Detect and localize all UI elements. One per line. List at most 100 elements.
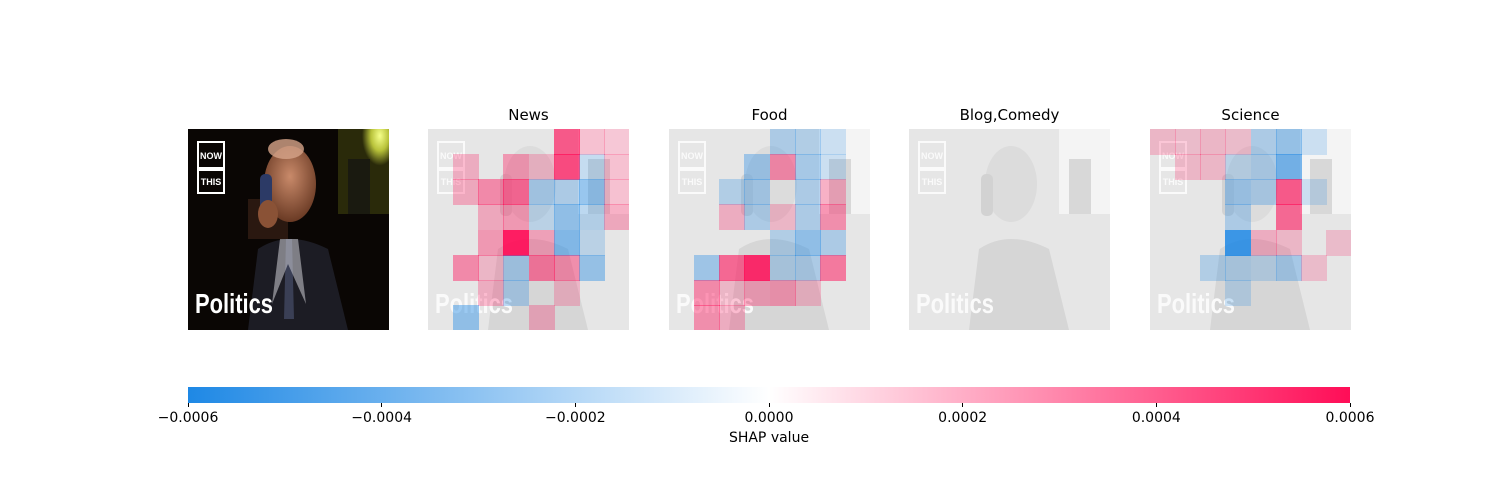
- shap-cell: [528, 154, 555, 181]
- shap-cell: [1275, 129, 1302, 155]
- shap-cell: [719, 204, 746, 231]
- shap-cell: [769, 229, 796, 256]
- colorbar-tick: [187, 403, 189, 407]
- svg-text:Politics: Politics: [435, 288, 513, 319]
- shap-cell: [769, 254, 796, 281]
- shap-cell: [1275, 229, 1302, 256]
- shap-cell: [553, 129, 580, 155]
- shap-cell: [1325, 229, 1351, 256]
- svg-text:NOW: NOW: [921, 151, 944, 161]
- shap-cell: [478, 229, 505, 256]
- shap-cell: [719, 304, 746, 330]
- shap-cell: [1300, 254, 1327, 281]
- colorbar-tick: [1155, 403, 1157, 407]
- shap-cell: [694, 279, 721, 306]
- shap-cell: [553, 179, 580, 206]
- shap-cell: [503, 204, 530, 231]
- shap-cell: [819, 154, 846, 181]
- shap-cell: [578, 204, 605, 231]
- shap-cell: [453, 254, 480, 281]
- shap-cell: [744, 204, 771, 231]
- shap-cell: [1250, 179, 1277, 206]
- shap-cell: [794, 154, 821, 181]
- shap-cell: [744, 154, 771, 181]
- shap-cell: [453, 304, 480, 330]
- shap-cell: [578, 129, 605, 155]
- shap-panel-science: NOW THIS Politics: [1150, 129, 1351, 330]
- shap-cell: [1300, 179, 1327, 206]
- colorbar-tick-label: 0.0002: [938, 410, 988, 426]
- shap-cell: [553, 254, 580, 281]
- original-image: NOW THIS Politics: [188, 129, 389, 330]
- shap-cell: [1175, 154, 1202, 181]
- shap-cell: [744, 179, 771, 206]
- shap-cell: [478, 254, 505, 281]
- colorbar-tick-label: 0.0004: [1131, 410, 1181, 426]
- shap-cell: [1275, 154, 1302, 181]
- shap-cell: [1300, 129, 1327, 155]
- colorbar-tick: [962, 403, 964, 407]
- shap-cell: [769, 154, 796, 181]
- overlay-politics: Politics: [195, 288, 273, 319]
- svg-text:THIS: THIS: [1163, 177, 1184, 187]
- shap-cell: [1250, 229, 1277, 256]
- shap-colorbar: [188, 387, 1350, 403]
- shap-cell: [1225, 254, 1252, 281]
- shap-cell: [528, 304, 555, 330]
- svg-text:THIS: THIS: [922, 177, 943, 187]
- shap-cell: [719, 254, 746, 281]
- shap-cell: [603, 129, 629, 155]
- shap-cell: [794, 179, 821, 206]
- shap-cell: [453, 179, 480, 206]
- svg-text:THIS: THIS: [441, 177, 462, 187]
- shap-cell: [819, 179, 846, 206]
- shap-cell: [478, 279, 505, 306]
- shap-cell: [719, 279, 746, 306]
- shap-cell: [794, 204, 821, 231]
- shap-cell: [578, 154, 605, 181]
- panel-title-blog-comedy: Blog,Comedy: [959, 106, 1060, 124]
- shap-cell: [1275, 179, 1302, 206]
- shap-cell: [794, 279, 821, 306]
- shap-cell: [769, 279, 796, 306]
- shap-cell: [478, 179, 505, 206]
- colorbar-tick: [1349, 403, 1351, 407]
- shap-cell: [603, 154, 629, 181]
- svg-text:NOW: NOW: [1162, 151, 1185, 161]
- shap-cell: [1225, 129, 1252, 155]
- shap-cell: [1275, 254, 1302, 281]
- shap-cell: [578, 254, 605, 281]
- colorbar-tick: [768, 403, 770, 407]
- colorbar-tick-label: −0.0006: [157, 410, 219, 426]
- shap-cell: [553, 279, 580, 306]
- shap-cell: [1200, 154, 1227, 181]
- shap-cell: [769, 129, 796, 155]
- shap-cell: [1225, 154, 1252, 181]
- colorbar-tick-label: −0.0004: [351, 410, 413, 426]
- shap-cell: [819, 129, 846, 155]
- shap-cell: [453, 154, 480, 181]
- svg-text:NOW: NOW: [440, 151, 463, 161]
- panel-title-science: Science: [1221, 106, 1280, 124]
- shap-cell: [553, 154, 580, 181]
- colorbar-tick-label: −0.0002: [544, 410, 606, 426]
- shap-cell: [1225, 279, 1252, 306]
- svg-text:NOW: NOW: [681, 151, 704, 161]
- shap-cell: [1225, 229, 1252, 256]
- shap-cell: [553, 204, 580, 231]
- svg-text:THIS: THIS: [682, 177, 703, 187]
- shap-cell: [769, 204, 796, 231]
- svg-text:Politics: Politics: [916, 288, 994, 319]
- shap-cell: [478, 204, 505, 231]
- svg-text:Politics: Politics: [1157, 288, 1235, 319]
- shap-cell: [794, 129, 821, 155]
- shap-cell: [744, 279, 771, 306]
- shap-cell: [528, 229, 555, 256]
- overlay-now: NOW: [200, 151, 223, 161]
- colorbar-label: SHAP value: [728, 430, 810, 446]
- shap-cell: [694, 304, 721, 330]
- shap-cell: [1250, 254, 1277, 281]
- shap-cell: [603, 179, 629, 206]
- panel-title-food: Food: [751, 106, 788, 124]
- shap-cell: [553, 229, 580, 256]
